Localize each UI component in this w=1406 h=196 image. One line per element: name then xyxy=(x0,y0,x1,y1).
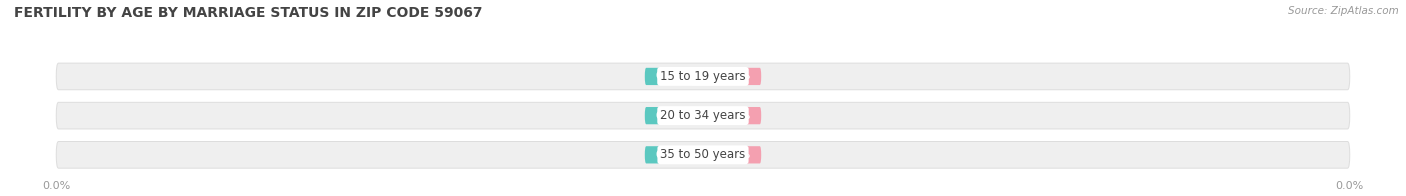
FancyBboxPatch shape xyxy=(645,68,693,85)
Text: 35 to 50 years: 35 to 50 years xyxy=(661,148,745,161)
Text: 0.0%: 0.0% xyxy=(655,150,682,160)
FancyBboxPatch shape xyxy=(645,146,693,163)
FancyBboxPatch shape xyxy=(56,102,1350,129)
Text: Source: ZipAtlas.com: Source: ZipAtlas.com xyxy=(1288,6,1399,16)
FancyBboxPatch shape xyxy=(713,146,761,163)
Text: FERTILITY BY AGE BY MARRIAGE STATUS IN ZIP CODE 59067: FERTILITY BY AGE BY MARRIAGE STATUS IN Z… xyxy=(14,6,482,20)
FancyBboxPatch shape xyxy=(56,142,1350,168)
FancyBboxPatch shape xyxy=(713,68,761,85)
Text: 0.0%: 0.0% xyxy=(724,71,751,82)
FancyBboxPatch shape xyxy=(645,107,693,124)
FancyBboxPatch shape xyxy=(713,107,761,124)
Text: 0.0%: 0.0% xyxy=(724,111,751,121)
Text: 20 to 34 years: 20 to 34 years xyxy=(661,109,745,122)
FancyBboxPatch shape xyxy=(56,63,1350,90)
Text: 0.0%: 0.0% xyxy=(655,71,682,82)
Text: 0.0%: 0.0% xyxy=(724,150,751,160)
Text: 0.0%: 0.0% xyxy=(655,111,682,121)
Text: 15 to 19 years: 15 to 19 years xyxy=(661,70,745,83)
